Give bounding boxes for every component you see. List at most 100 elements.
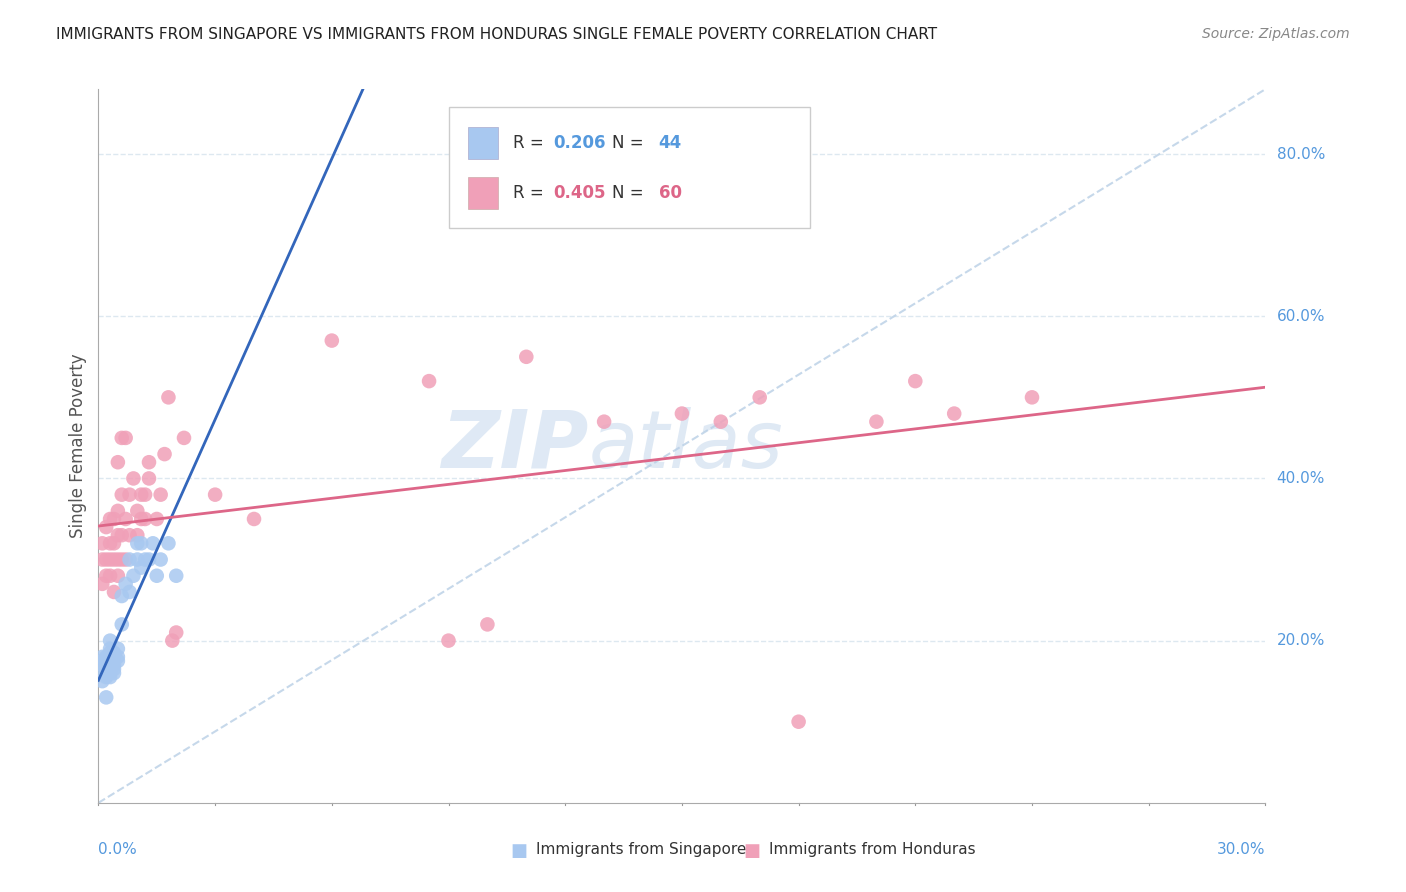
Point	[153, 447, 176, 461]
Point	[91, 657, 114, 672]
Point	[157, 536, 180, 550]
Point	[98, 633, 121, 648]
Point	[138, 455, 160, 469]
Point	[91, 577, 114, 591]
Point	[98, 552, 121, 566]
Point	[437, 633, 460, 648]
Point	[204, 488, 226, 502]
Point	[127, 528, 149, 542]
Point	[243, 512, 266, 526]
Point	[98, 641, 121, 656]
Text: 30.0%: 30.0%	[1218, 842, 1265, 857]
Text: R =: R =	[513, 184, 548, 202]
Text: atlas: atlas	[589, 407, 783, 485]
Text: N =: N =	[612, 134, 648, 152]
Point	[91, 654, 114, 668]
Point	[91, 552, 114, 566]
Point	[157, 390, 180, 404]
Point	[134, 552, 156, 566]
Point	[98, 670, 121, 684]
Point	[107, 552, 129, 566]
Text: 0.405: 0.405	[554, 184, 606, 202]
Point	[138, 552, 160, 566]
Point	[103, 585, 125, 599]
Point	[96, 666, 118, 681]
Point	[593, 415, 616, 429]
FancyBboxPatch shape	[468, 127, 498, 159]
Point	[146, 512, 169, 526]
Point	[127, 552, 149, 566]
Point	[96, 520, 118, 534]
Point	[142, 536, 165, 550]
Point	[91, 674, 114, 689]
Point	[129, 560, 152, 574]
Text: 20.0%: 20.0%	[1277, 633, 1324, 648]
Text: IMMIGRANTS FROM SINGAPORE VS IMMIGRANTS FROM HONDURAS SINGLE FEMALE POVERTY CORR: IMMIGRANTS FROM SINGAPORE VS IMMIGRANTS …	[56, 27, 938, 42]
Text: Immigrants from Honduras: Immigrants from Honduras	[769, 842, 976, 857]
Point	[96, 649, 118, 664]
Text: ■: ■	[744, 842, 761, 860]
FancyBboxPatch shape	[468, 177, 498, 209]
Point	[111, 488, 134, 502]
Point	[96, 690, 118, 705]
Point	[943, 407, 966, 421]
Point	[107, 641, 129, 656]
Point	[134, 512, 156, 526]
Point	[111, 589, 134, 603]
Point	[103, 666, 125, 681]
Point	[107, 528, 129, 542]
Point	[122, 568, 145, 582]
Point	[111, 552, 134, 566]
Point	[787, 714, 810, 729]
FancyBboxPatch shape	[449, 107, 810, 228]
Point	[129, 536, 152, 550]
Point	[98, 666, 121, 681]
Text: 80.0%: 80.0%	[1277, 146, 1324, 161]
Point	[173, 431, 195, 445]
Point	[98, 654, 121, 668]
Point	[321, 334, 343, 348]
Point	[96, 552, 118, 566]
Point	[96, 657, 118, 672]
Point	[671, 407, 693, 421]
Point	[118, 528, 141, 542]
Text: 60.0%: 60.0%	[1277, 309, 1324, 324]
Point	[515, 350, 537, 364]
Point	[111, 617, 134, 632]
Point	[107, 504, 129, 518]
Point	[122, 471, 145, 485]
Point	[114, 512, 136, 526]
Text: 44: 44	[658, 134, 682, 152]
Text: Source: ZipAtlas.com: Source: ZipAtlas.com	[1202, 27, 1350, 41]
Point	[138, 471, 160, 485]
Point	[114, 577, 136, 591]
Point	[98, 649, 121, 664]
Text: 40.0%: 40.0%	[1277, 471, 1324, 486]
Point	[1021, 390, 1043, 404]
Point	[114, 552, 136, 566]
Point	[418, 374, 440, 388]
Point	[146, 568, 169, 582]
Text: ZIP: ZIP	[441, 407, 589, 485]
Point	[149, 488, 172, 502]
Point	[96, 662, 118, 676]
Point	[91, 649, 114, 664]
Point	[107, 654, 129, 668]
Y-axis label: Single Female Poverty: Single Female Poverty	[69, 354, 87, 538]
Point	[165, 625, 187, 640]
Text: 60: 60	[658, 184, 682, 202]
Point	[129, 512, 152, 526]
Point	[103, 654, 125, 668]
Point	[107, 568, 129, 582]
Point	[165, 568, 187, 582]
Point	[162, 633, 184, 648]
Text: R =: R =	[513, 134, 548, 152]
Point	[103, 536, 125, 550]
Point	[98, 536, 121, 550]
Text: 0.0%: 0.0%	[98, 842, 138, 857]
Point	[107, 455, 129, 469]
Point	[103, 552, 125, 566]
Point	[103, 657, 125, 672]
Point	[91, 666, 114, 681]
Point	[91, 536, 114, 550]
